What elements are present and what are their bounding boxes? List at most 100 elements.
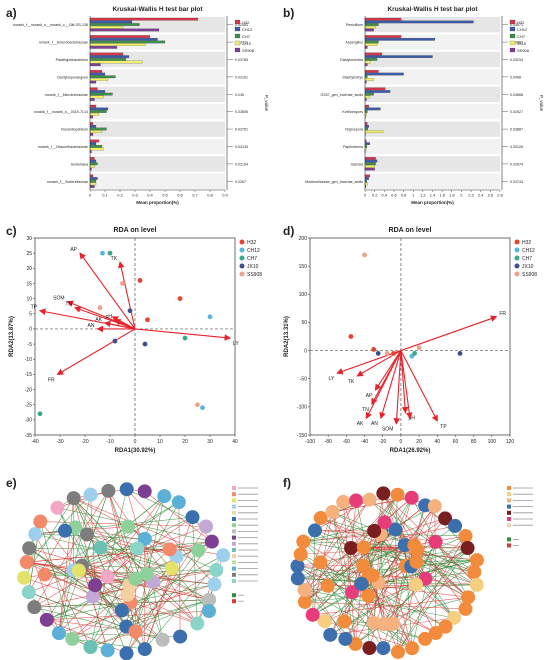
e-edge (121, 555, 224, 611)
f-node (427, 499, 442, 514)
b-x-tick-label: 2.8 (497, 193, 503, 198)
a-bar-CH7 (89, 127, 107, 131)
e-edge (90, 496, 165, 648)
d-arrow-label: AK (357, 421, 364, 427)
f-node (376, 617, 391, 632)
c-y-axis-label: RDA2(13.87%) (9, 316, 15, 357)
e-node (39, 612, 54, 627)
b-category-label: GS37_gen_Incertae_sedis (320, 93, 363, 97)
e-edge (34, 538, 145, 608)
b-x-tick-label: 1.2 (420, 193, 426, 198)
c-arrow-unlabeled (111, 316, 136, 330)
c-point-SS908 (120, 281, 125, 286)
b-bar-CH12 (364, 142, 370, 145)
b-x-tick-label: 0 (364, 193, 367, 198)
f-node (410, 542, 425, 557)
a-bar-CH7 (89, 179, 97, 183)
d-x-tick-label: -40 (361, 439, 368, 445)
f-node (337, 614, 352, 629)
f-edge (355, 545, 406, 645)
b-x-axis-label: Mean proportion(%) (411, 200, 454, 205)
b-bar-JX10 (364, 95, 370, 99)
f-node (377, 515, 392, 530)
a-category-label: Nocardiopsidium (61, 128, 88, 132)
e-node (207, 577, 222, 592)
f-node (307, 523, 322, 538)
e-edge (58, 527, 76, 634)
f-edge (415, 584, 455, 619)
d-arrow-AK (365, 350, 402, 420)
b-bar-CH12 (364, 177, 369, 180)
d-point-SS908 (384, 350, 390, 356)
b-bar-SS908 (364, 28, 374, 32)
e-node (119, 646, 134, 660)
b-bar-CH7 (364, 110, 368, 113)
f-edge (332, 511, 356, 644)
e-edge-legend-swatch (232, 593, 236, 598)
a-bar-JX10 (89, 182, 97, 186)
a-legend-label: JX10 (242, 41, 252, 46)
e-edge (82, 565, 172, 569)
c-y-tick-label: 30 (26, 236, 32, 242)
b-bar-JX10 (364, 182, 368, 186)
e-edge (135, 550, 199, 632)
c-x-tick-label: -40 (31, 439, 38, 445)
f-edge (304, 511, 333, 591)
c-point-H32 (177, 296, 183, 302)
c-point-SS908 (97, 305, 103, 311)
f-node (460, 541, 475, 556)
b-p-value: 0.02527 (510, 110, 523, 114)
b-row-background (365, 156, 500, 172)
b-category-label: Stachybotrys (342, 75, 363, 79)
f-node (325, 504, 340, 519)
c-point-CH7 (107, 250, 113, 256)
a-bar-H32 (89, 17, 199, 21)
c-arrow-label: AN (88, 323, 95, 329)
d-y-tick-label: -50 (300, 377, 307, 383)
d-point-H32 (371, 347, 377, 352)
e-node (65, 631, 80, 646)
a-bar-CH12 (89, 37, 158, 41)
a-bar-H32 (89, 35, 151, 38)
e-edge (26, 561, 215, 585)
f-edge (383, 547, 468, 649)
f-node (356, 540, 371, 555)
b-bar-JX10 (364, 60, 371, 64)
c-x-axis-label: RDA1(30.92%) (115, 448, 156, 454)
a-row-background (90, 86, 225, 102)
d-arrow-label: TN (362, 407, 369, 413)
e-node (37, 567, 52, 582)
f-edge (352, 584, 416, 593)
d-arrow-FR (400, 315, 498, 352)
d-legend-marker (514, 239, 520, 245)
f-edge (411, 497, 469, 598)
c-point-JX10 (112, 338, 118, 344)
e-edge (90, 599, 210, 648)
e-edge (144, 491, 213, 542)
c-legend-label: CH12 (247, 248, 260, 254)
e-node (191, 543, 206, 558)
e-edge-legend-swatch (232, 599, 236, 604)
b-x-tick-label: 0.6 (391, 193, 397, 198)
f-node (323, 627, 338, 642)
e-edge (44, 574, 198, 624)
f-edge (312, 530, 316, 615)
f-edge (417, 549, 477, 586)
f-legend-swatch (507, 510, 511, 515)
e-edge (178, 502, 181, 637)
c-point-CH12 (207, 314, 213, 320)
a-bar-CH12 (89, 124, 97, 128)
b-bar-CH7 (364, 40, 379, 44)
b-p-value-axis-label: P_value (539, 95, 544, 112)
d-x-tick-label: 40 (434, 439, 440, 445)
d-plot-frame (309, 237, 511, 436)
a-bar-SS908 (89, 98, 95, 101)
b-x-tick-label: 2.2 (468, 193, 474, 198)
a-bar-H32 (89, 174, 94, 178)
d-arrow-label: SOM (382, 427, 393, 433)
a-category-label: norank_f__norank_o__norank_c__Gitt-GS-13… (13, 23, 88, 27)
e-node (130, 541, 145, 556)
a-p-value: 0.03606 (235, 110, 248, 114)
a-bar-H32 (89, 52, 124, 56)
d-arrow-AP (374, 350, 402, 391)
